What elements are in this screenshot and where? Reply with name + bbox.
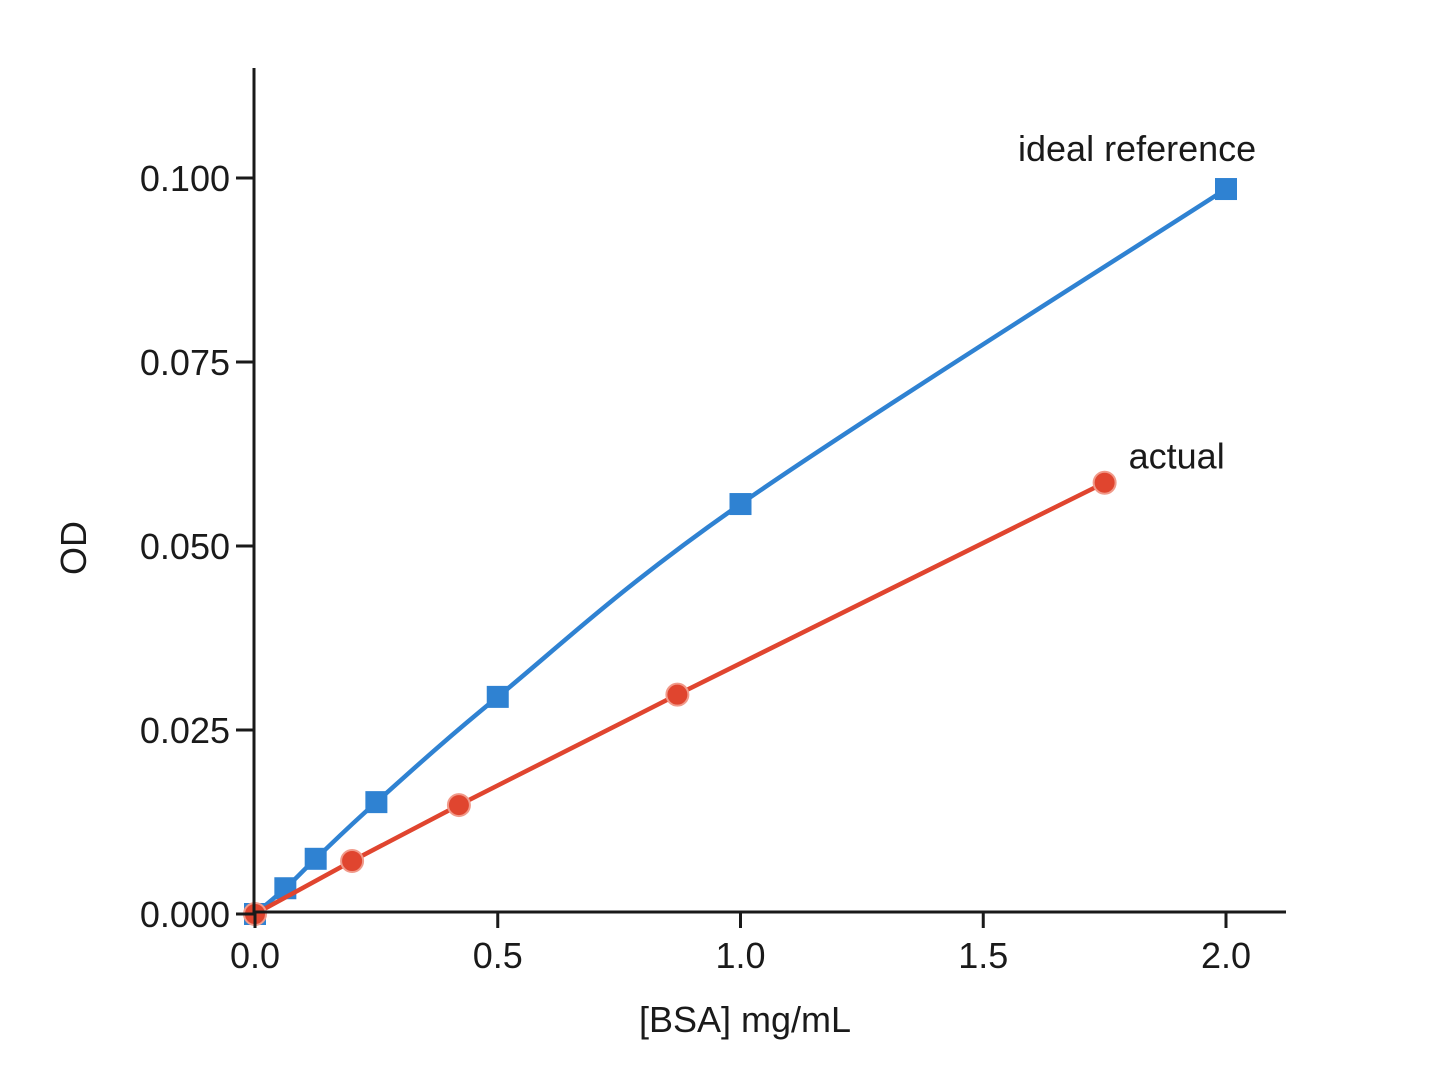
x-tick-label: 1.5 bbox=[958, 935, 1008, 976]
series-label: actual bbox=[1129, 436, 1225, 477]
y-axis-title: OD bbox=[53, 521, 94, 575]
series-label: ideal reference bbox=[1018, 128, 1256, 169]
series-line bbox=[252, 186, 1229, 917]
data-point bbox=[365, 791, 388, 814]
y-tick-label: 0.025 bbox=[140, 710, 230, 751]
data-point bbox=[486, 685, 509, 708]
series-layer bbox=[243, 178, 1237, 926]
data-point bbox=[340, 849, 365, 874]
y-tick-label: 0.075 bbox=[140, 342, 230, 383]
data-point bbox=[1092, 470, 1117, 495]
ticks-layer: 0.000 0.025 0.050 0.075 0.100 0.0 0.5 1.0 1.5 2.0 bbox=[140, 158, 1251, 976]
x-tick-label: 2.0 bbox=[1201, 935, 1251, 976]
series-ideal-reference bbox=[244, 178, 1237, 925]
y-tick-label: 0.050 bbox=[140, 526, 230, 567]
x-tick-label: 0.0 bbox=[230, 935, 280, 976]
data-point bbox=[304, 847, 327, 870]
x-tick-label: 1.0 bbox=[715, 935, 765, 976]
data-point bbox=[1215, 178, 1237, 201]
x-tick-label: 0.5 bbox=[473, 935, 523, 976]
y-tick-label: 0.100 bbox=[140, 158, 230, 199]
y-tick-label: 0.000 bbox=[140, 894, 230, 935]
series-actual bbox=[243, 470, 1117, 926]
data-point bbox=[729, 493, 752, 516]
x-axis-title: [BSA] mg/mL bbox=[639, 999, 851, 1040]
labels-layer: ideal reference actual bbox=[1018, 128, 1256, 477]
data-point bbox=[665, 682, 690, 707]
data-point bbox=[446, 793, 471, 818]
